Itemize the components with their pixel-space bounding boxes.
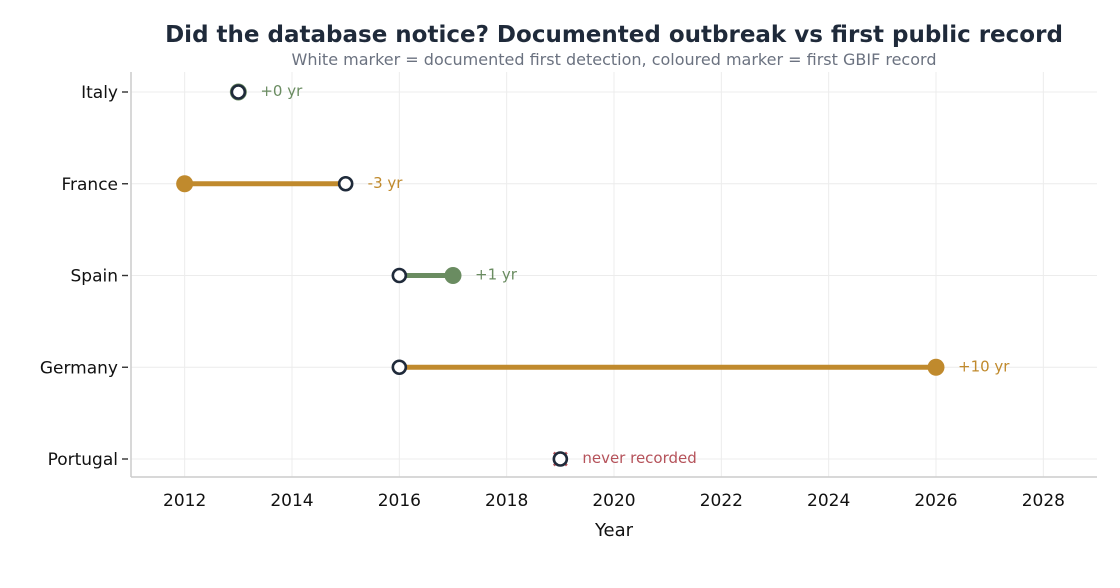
chart-subtitle: White marker = documented first detectio… [292,50,937,69]
never-recorded-label: never recorded [582,449,696,467]
grid-layer [131,72,1097,477]
y-tick-label: Spain [71,267,119,287]
x-tick-label: 2022 [700,491,743,511]
x-tick-label: 2012 [163,491,206,511]
delay-label: -3 yr [368,174,404,192]
axis-layer: 2012 2014 2016 2018 2020 2022 2024 2026 2028 Ital… [40,72,1097,511]
y-tick-label: France [61,175,118,195]
x-tick-label: 2018 [485,491,528,511]
marks-layer: +0 yr -3 yr +1 yr +10 yr never recorded [176,82,1010,467]
x-tick-label: 2026 [914,491,957,511]
y-tick-label: Italy [81,83,118,103]
delay-label: +1 yr [475,266,518,284]
x-tick-label: 2024 [807,491,850,511]
x-tick-label: 2016 [378,491,421,511]
x-tick-label: 2020 [592,491,635,511]
y-tick-label: Germany [40,358,118,378]
detection-marker [337,175,354,192]
delay-label: +0 yr [260,82,303,100]
gbif-record-marker [176,175,194,193]
x-tick-label: 2014 [270,491,313,511]
chart-title: Did the database notice? Documented outb… [165,22,1063,48]
gbif-record-marker [444,267,462,284]
detection-marker [391,359,408,376]
delay-label: +10 yr [958,357,1010,375]
detection-marker [391,267,408,284]
x-tick-label: 2028 [1022,491,1065,511]
detection-marker [552,451,569,467]
gbif-record-marker [927,358,945,376]
y-tick-label: Portugal [48,450,118,470]
x-axis-label: Year [594,520,634,541]
detection-marker [230,84,247,100]
